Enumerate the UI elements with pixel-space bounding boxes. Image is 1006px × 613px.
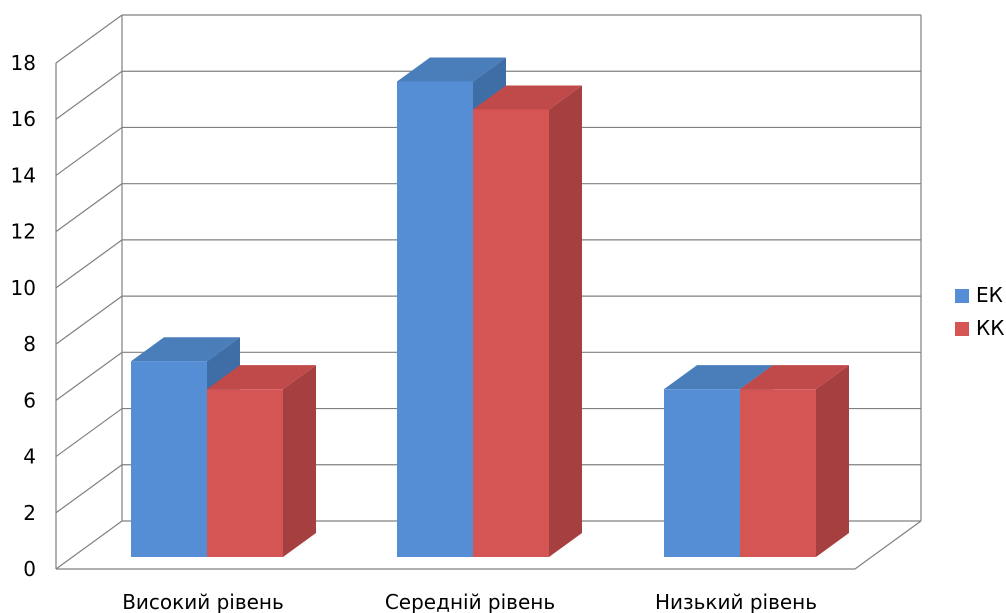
legend-swatch — [955, 322, 969, 336]
bar-front — [473, 109, 549, 557]
floor-right-edge — [854, 520, 922, 570]
gridline-diagonal — [55, 351, 123, 401]
bar-top — [207, 365, 316, 390]
y-tick-label: 10 — [11, 276, 36, 300]
legend-swatch — [955, 289, 969, 303]
y-tick-label: 8 — [23, 332, 36, 356]
gridline-diagonal — [55, 464, 123, 514]
gridline-diagonal — [55, 520, 123, 570]
bar-top — [131, 337, 240, 362]
x-axis-categories: Високий рівень Середній рівень Низький рів… — [122, 590, 817, 613]
legend-label: КК — [976, 316, 1004, 340]
legend-label: ЕК — [976, 283, 1003, 307]
bar-top — [664, 365, 773, 390]
bar-front — [397, 81, 473, 557]
y-tick-label: 2 — [23, 501, 36, 525]
y-tick-label: 12 — [11, 220, 36, 244]
gridline-diagonal — [55, 183, 123, 233]
bar-front — [664, 389, 740, 557]
gridline-diagonal — [55, 239, 123, 289]
gridline-diagonal — [55, 14, 123, 64]
gridline-diagonal — [55, 408, 123, 458]
y-tick-label: 4 — [23, 445, 36, 469]
bar — [207, 365, 316, 557]
bar-side — [283, 365, 316, 557]
bar-top — [397, 57, 506, 82]
gridline-diagonal — [55, 70, 123, 120]
y-tick-label: 6 — [23, 388, 36, 412]
bar-side — [549, 85, 582, 557]
legend-item: КК — [955, 316, 1004, 340]
y-tick-label: 18 — [11, 51, 36, 75]
bar-top — [740, 365, 849, 390]
y-tick-label: 0 — [23, 557, 36, 581]
legend-item: ЕК — [955, 283, 1003, 307]
x-category-label: Високий рівень — [122, 590, 284, 613]
legend: ЕК КК — [955, 283, 1004, 340]
bar-side — [816, 365, 849, 557]
bar-front — [131, 361, 207, 557]
x-category-label: Низький рівень — [655, 590, 817, 613]
bar — [740, 365, 849, 557]
gridline-diagonal — [55, 295, 123, 345]
bars — [131, 57, 849, 557]
bar — [473, 85, 582, 557]
gridline-diagonal — [55, 126, 123, 176]
x-category-label: Середній рівень — [385, 590, 555, 613]
bar-top — [473, 85, 582, 110]
bar-front — [740, 389, 816, 557]
y-axis-ticks: 0 2 4 6 8 10 12 14 16 18 — [11, 51, 36, 581]
bar-front — [207, 389, 283, 557]
y-tick-label: 16 — [11, 107, 36, 131]
y-tick-label: 14 — [11, 163, 36, 187]
